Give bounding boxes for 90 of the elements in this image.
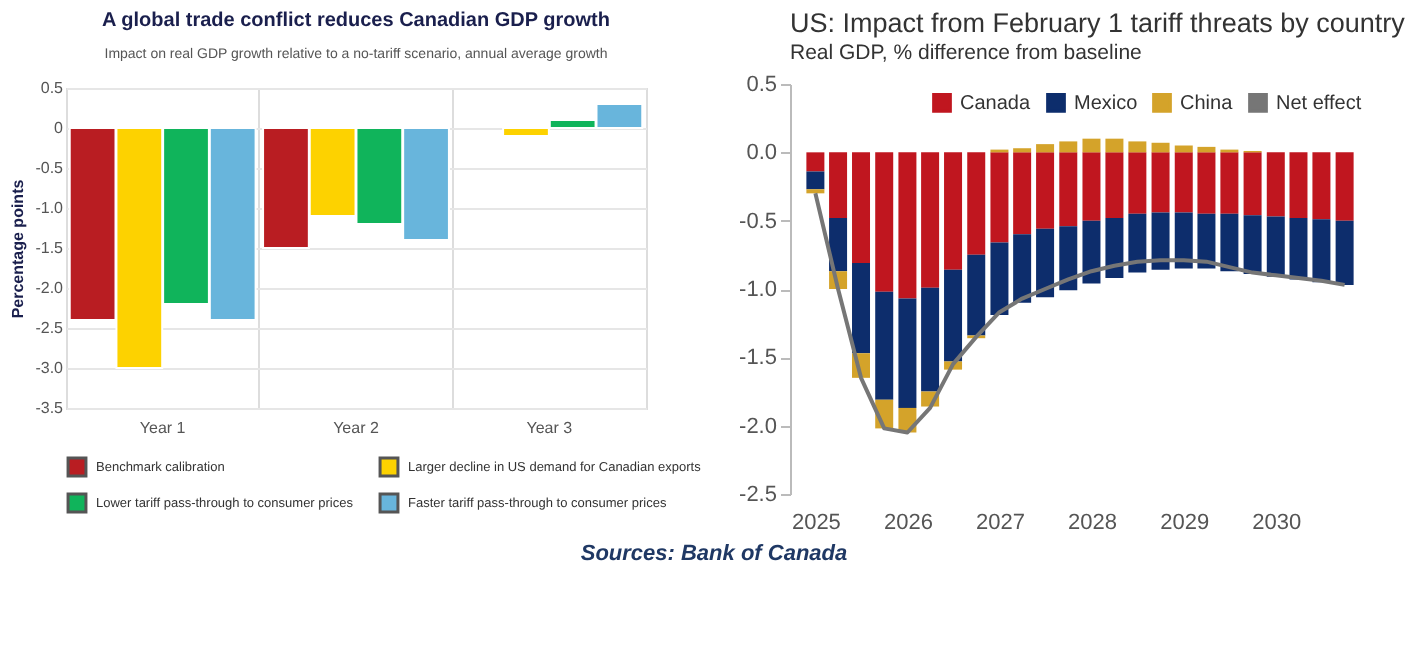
bar [1128, 152, 1147, 214]
y-tick-label: -1.5 [739, 346, 777, 371]
bar [1036, 152, 1055, 229]
chart-title: US: Impact from February 1 tariff threats by country [790, 8, 1406, 38]
bar [944, 269, 963, 362]
bar [1335, 152, 1354, 221]
bar [1105, 217, 1124, 279]
y-tick-label: -2.5 [35, 319, 65, 337]
y-axis-title: Percentage points [9, 178, 28, 319]
bar [1266, 216, 1285, 277]
y-tick-label: -0.5 [35, 159, 65, 177]
bar [875, 291, 894, 400]
bar [1289, 217, 1308, 280]
bar [1105, 152, 1124, 218]
bar [875, 152, 894, 292]
bar [1335, 220, 1354, 285]
bar [806, 152, 825, 172]
y-tick-label: 0 [54, 119, 65, 137]
bar [944, 152, 963, 270]
bar [898, 298, 917, 408]
x-tick-label: 2026 [883, 511, 933, 535]
y-tick-label: -1.0 [739, 278, 777, 302]
bar [1174, 152, 1193, 213]
bar [1013, 152, 1032, 235]
bar [829, 217, 848, 272]
x-tick-label: 2025 [791, 511, 841, 535]
bar [1174, 212, 1193, 269]
bar [1151, 142, 1170, 153]
bar [1059, 226, 1078, 291]
bar [1105, 138, 1124, 153]
bar [967, 152, 986, 255]
legend-label: Canada [960, 92, 1031, 115]
bar [806, 171, 825, 190]
chart-title: A global trade conflict reduces Canadian GDP growth [102, 10, 610, 32]
bar [1289, 152, 1308, 218]
bar [921, 287, 940, 392]
bar [898, 152, 917, 299]
y-tick-label: -0.5 [739, 209, 777, 234]
y-tick-label: -3.0 [35, 359, 65, 377]
y-tick-label: 0.5 [40, 79, 65, 97]
source-note: Sources: Bank of Canada [578, 542, 850, 566]
bar [1128, 141, 1147, 153]
bar [1266, 152, 1285, 217]
line-series [813, 191, 1347, 435]
bar [921, 152, 940, 288]
bar [1151, 212, 1170, 270]
bar [1197, 146, 1216, 153]
y-tick-label: 0.5 [746, 73, 777, 97]
x-tick-label: 2027 [975, 511, 1025, 535]
bar [1220, 152, 1239, 214]
bar [1082, 138, 1101, 153]
bar [1312, 219, 1331, 283]
legend-label: Net effect [1276, 92, 1362, 115]
bar [1082, 220, 1101, 284]
bar [852, 152, 871, 264]
x-tick-label: 2029 [1160, 511, 1210, 535]
bar [990, 242, 1009, 315]
x-tick-label: Year 3 [526, 419, 574, 437]
y-tick-label: -1.0 [35, 199, 65, 217]
x-tick-label: Year 2 [333, 419, 380, 437]
chart-subtitle: Real GDP, % difference from baseline [790, 41, 1143, 65]
bar [1312, 152, 1331, 220]
legend-label: Mexico [1074, 92, 1139, 115]
bar [852, 263, 871, 354]
legend-label: China [1180, 92, 1234, 115]
bar [1243, 215, 1262, 274]
bar [829, 152, 848, 218]
bar [1243, 152, 1262, 216]
bar [1151, 152, 1170, 213]
bar [1036, 228, 1055, 298]
bar [967, 254, 986, 336]
y-tick-label: -3.5 [35, 399, 65, 417]
y-tick-label: -2.5 [739, 483, 777, 507]
bar [1220, 213, 1239, 272]
bar [1036, 144, 1055, 153]
x-tick-label: 2028 [1067, 511, 1117, 535]
bar [1013, 234, 1032, 303]
bar [990, 152, 1009, 243]
x-tick-label: Year 1 [139, 419, 187, 437]
y-tick-label: -2.0 [35, 279, 65, 297]
y-tick-label: -1.5 [35, 239, 65, 257]
bar [1059, 141, 1078, 153]
bar [1082, 152, 1101, 221]
bar [1197, 152, 1216, 214]
y-tick-label: 0.0 [746, 141, 777, 166]
bar [1059, 152, 1078, 227]
x-tick-label: 2030 [1252, 511, 1302, 535]
bar [1128, 213, 1147, 273]
y-tick-label: -2.0 [739, 414, 777, 439]
bar [1197, 213, 1216, 269]
